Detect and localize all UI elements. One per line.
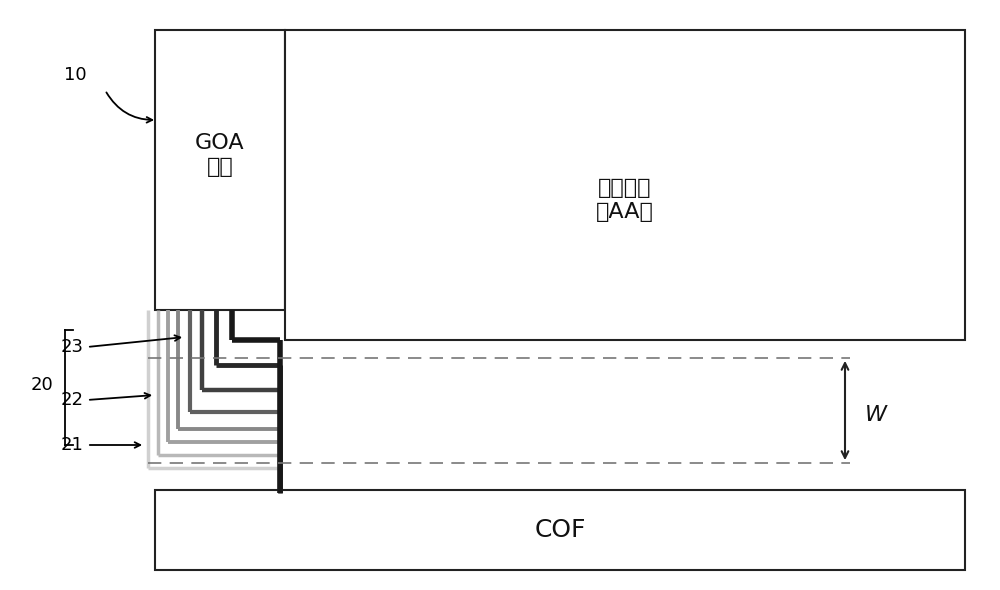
Text: 20: 20	[31, 376, 53, 394]
Bar	[285, 30, 965, 340]
Text: 显示区域
（AA）: 显示区域 （AA）	[596, 178, 654, 222]
Text: W: W	[865, 405, 887, 425]
Bar	[155, 30, 285, 310]
Text: 21: 21	[61, 436, 83, 454]
Text: 22: 22	[60, 391, 84, 409]
Text: 23: 23	[60, 338, 84, 356]
Text: COF: COF	[534, 518, 586, 542]
Text: GOA
电路: GOA 电路	[195, 133, 245, 176]
Text: 10: 10	[64, 66, 86, 84]
Bar	[155, 490, 965, 570]
